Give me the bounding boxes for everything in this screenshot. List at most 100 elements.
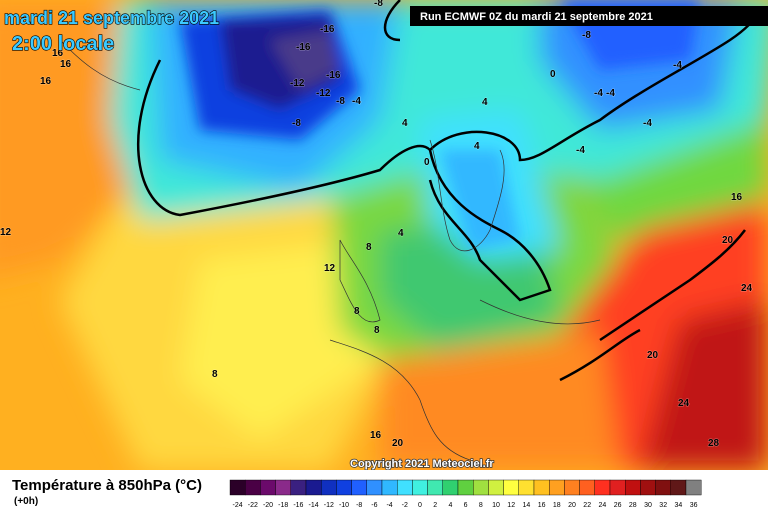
contour-label: 8 — [366, 242, 372, 253]
coastlines — [59, 39, 601, 461]
scale-tick-label: 2 — [433, 502, 437, 509]
scale-tick-label: 12 — [507, 502, 515, 509]
contour-label: 16 — [40, 76, 52, 87]
contour-label: -12 — [290, 78, 305, 89]
contour-label: -4 — [576, 145, 585, 156]
scale-tick-label: 10 — [492, 502, 500, 509]
scale-swatch — [336, 479, 352, 496]
scale-tick-label: -6 — [371, 502, 377, 509]
contour-label: -4 — [673, 60, 682, 71]
scale-swatch — [579, 479, 595, 496]
scale-tick-label: 26 — [614, 502, 622, 509]
contour-label: 12 — [0, 227, 12, 238]
scale-tick-label: 22 — [583, 502, 591, 509]
scale-swatch — [473, 479, 489, 496]
run-box — [410, 6, 768, 26]
scale-swatch — [381, 479, 398, 496]
contour-label: 12 — [324, 263, 336, 274]
contour-label: -4 — [594, 88, 603, 99]
contour-label: 0 — [424, 157, 430, 168]
contour-label: 20 — [647, 350, 659, 361]
contour-label: -4 — [352, 96, 361, 107]
scale-swatch — [655, 479, 671, 496]
scale-swatch — [503, 479, 520, 496]
contour-label: 4 — [398, 228, 404, 239]
twenty-isotherm — [559, 229, 746, 382]
scale-tick-label: 6 — [464, 502, 468, 509]
contour-label: -4 — [606, 88, 615, 99]
contour-label: 24 — [741, 283, 753, 294]
scale-tick-label: -14 — [309, 502, 319, 509]
scale-tick-label: -2 — [402, 502, 408, 509]
scale-swatch — [290, 479, 307, 496]
scale-swatch — [625, 479, 641, 496]
scale-tick-label: -16 — [293, 502, 303, 509]
contour-label: 8 — [374, 325, 380, 336]
contour-label: -12 — [316, 88, 331, 99]
scale-tick-label: 8 — [479, 502, 483, 509]
color-scale: -24 -22 -20 -18 -16 -14 -12 -10 -8 -6 -4 -2 0 2 4 6 8 10 1… — [229, 479, 702, 509]
scale-swatch — [609, 479, 626, 496]
scale-tick-label: 28 — [629, 502, 637, 509]
contour-label: -16 — [320, 24, 335, 35]
scale-tick-label: -22 — [248, 502, 258, 509]
copyright: Copyright 2021 Meteociel.fr — [350, 458, 494, 470]
contour-label: 24 — [678, 398, 690, 409]
scale-swatch — [397, 479, 413, 496]
run-label: Run ECMWF 0Z du mardi 21 septembre 2021 — [420, 11, 653, 23]
contour-label: -8 — [374, 0, 383, 9]
scale-swatch — [518, 479, 535, 496]
scale-swatch — [670, 479, 687, 496]
scale-swatch — [412, 479, 428, 496]
contour-label: -4 — [643, 118, 652, 129]
contour-label: -8 — [292, 118, 301, 129]
contour-label: 16 — [731, 192, 743, 203]
scale-swatch — [533, 479, 550, 496]
scale-swatch — [640, 479, 656, 496]
contour-label: 16 — [60, 59, 72, 70]
scale-swatch — [305, 479, 322, 496]
time-label: 2:00 locale — [12, 33, 114, 55]
contour-label: 28 — [708, 438, 720, 449]
contour-label: -8 — [336, 96, 345, 107]
scale-tick-label: -18 — [278, 502, 288, 509]
contour-label: -16 — [326, 70, 341, 81]
contour-label: 16 — [370, 430, 382, 441]
scale-swatch — [244, 479, 261, 496]
scale-tick-label: 20 — [568, 502, 576, 509]
lead-time: (+0h) — [14, 496, 38, 507]
scale-swatch — [260, 479, 276, 496]
scale-swatch — [321, 479, 337, 496]
contour-label: 8 — [212, 369, 218, 380]
contour-label: 4 — [402, 118, 408, 129]
scale-tick-label: -4 — [386, 502, 392, 509]
scale-swatch — [685, 479, 702, 496]
contour-label: -16 — [296, 42, 311, 53]
scale-tick-label: 14 — [523, 502, 531, 509]
contour-label: -8 — [582, 30, 591, 41]
contour-label: 0 — [550, 69, 556, 80]
contour-label: 4 — [482, 97, 488, 108]
scale-tick-label: -8 — [356, 502, 362, 509]
zero-isotherm — [136, 0, 762, 302]
scale-tick-label: 30 — [644, 502, 652, 509]
date-label: mardi 21 septembre 2021 — [4, 8, 219, 28]
scale-swatch — [275, 479, 292, 496]
scale-tick-label: 16 — [538, 502, 546, 509]
contour-label: 8 — [354, 306, 360, 317]
scale-tick-label: 4 — [448, 502, 452, 509]
contour-label: 16 — [52, 48, 64, 59]
footer-title: Température à 850hPa (°C) — [12, 477, 202, 494]
contour-label: 20 — [722, 235, 734, 246]
scale-tick-label: 24 — [599, 502, 607, 509]
scale-tick-label: 36 — [690, 502, 698, 509]
scale-tick-label: -24 — [233, 502, 243, 509]
scale-tick-label: -10 — [339, 502, 349, 509]
scale-swatch — [488, 479, 504, 496]
contour-label: 4 — [474, 141, 480, 152]
scale-tick-label: 32 — [659, 502, 667, 509]
scale-swatch — [366, 479, 383, 496]
